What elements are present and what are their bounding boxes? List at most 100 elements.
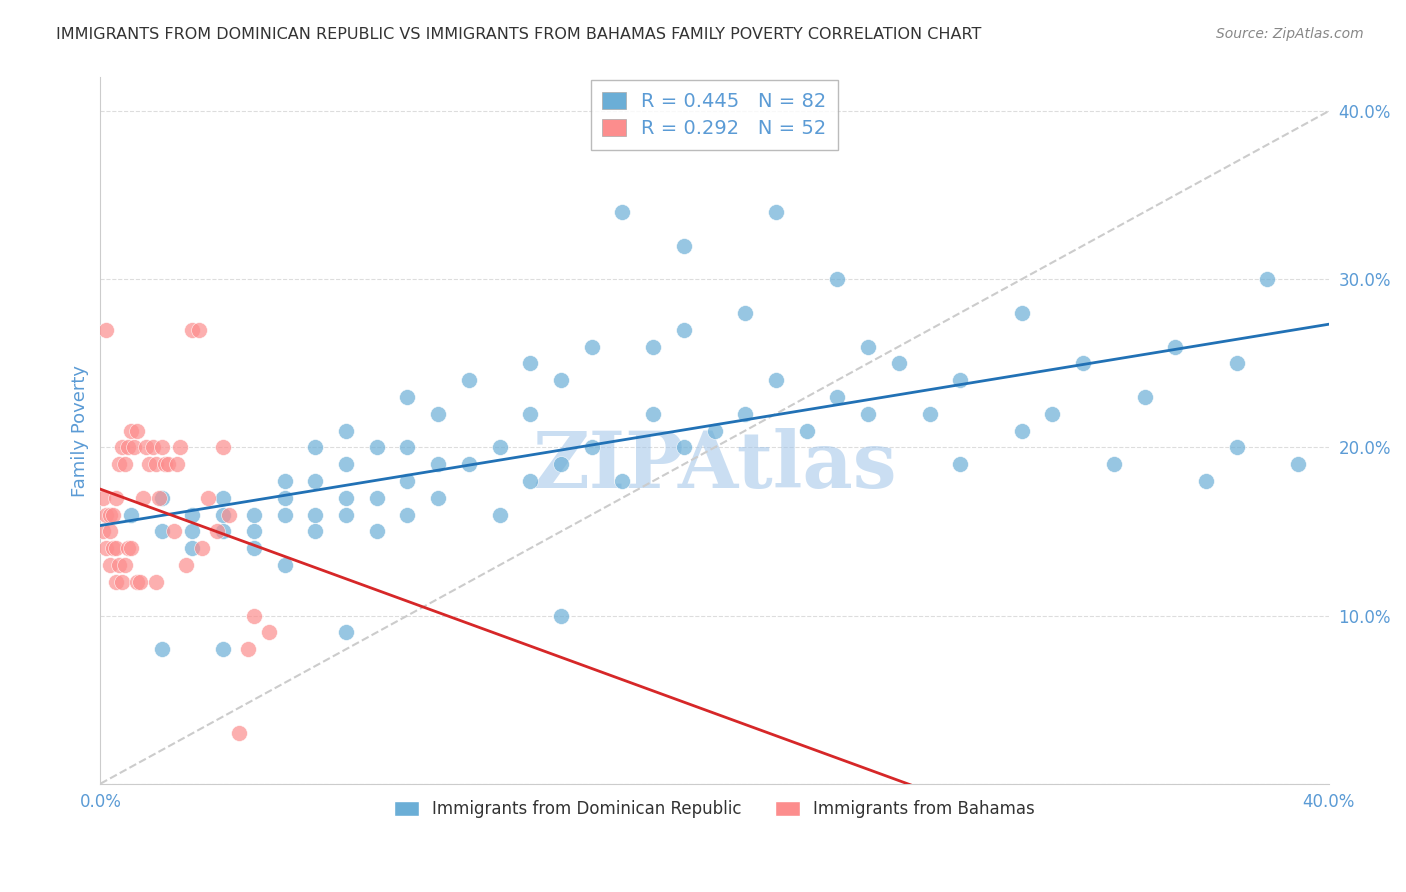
- Point: [236, 642, 259, 657]
- Point: [243, 524, 266, 539]
- Y-axis label: Family Poverty: Family Poverty: [72, 365, 89, 497]
- Point: [273, 558, 295, 573]
- Point: [153, 457, 176, 471]
- Point: [127, 424, 149, 438]
- Point: [259, 625, 281, 640]
- Point: [304, 441, 326, 455]
- Point: [887, 356, 910, 370]
- Point: [273, 491, 295, 505]
- Point: [1040, 407, 1063, 421]
- Point: [181, 323, 204, 337]
- Point: [212, 508, 235, 522]
- Point: [169, 441, 191, 455]
- Point: [427, 457, 450, 471]
- Point: [135, 441, 157, 455]
- Point: [122, 441, 145, 455]
- Point: [120, 541, 142, 556]
- Point: [228, 726, 250, 740]
- Point: [949, 457, 972, 471]
- Point: [96, 541, 118, 556]
- Point: [93, 491, 115, 505]
- Point: [104, 491, 127, 505]
- Point: [98, 558, 121, 573]
- Point: [120, 424, 142, 438]
- Point: [856, 407, 879, 421]
- Point: [304, 524, 326, 539]
- Point: [581, 339, 603, 353]
- Point: [187, 323, 209, 337]
- Text: ZIPAtlas: ZIPAtlas: [533, 428, 897, 504]
- Point: [145, 457, 167, 471]
- Point: [1164, 339, 1187, 353]
- Point: [1226, 356, 1249, 370]
- Point: [918, 407, 941, 421]
- Point: [114, 457, 136, 471]
- Point: [796, 424, 818, 438]
- Point: [1133, 390, 1156, 404]
- Point: [335, 424, 357, 438]
- Point: [366, 491, 388, 505]
- Point: [176, 558, 198, 573]
- Point: [93, 524, 115, 539]
- Point: [734, 306, 756, 320]
- Point: [96, 508, 118, 522]
- Point: [205, 524, 228, 539]
- Point: [150, 642, 173, 657]
- Point: [145, 574, 167, 589]
- Point: [181, 524, 204, 539]
- Point: [212, 642, 235, 657]
- Point: [212, 524, 235, 539]
- Point: [550, 373, 572, 387]
- Point: [949, 373, 972, 387]
- Point: [107, 558, 129, 573]
- Point: [612, 474, 634, 488]
- Text: IMMIGRANTS FROM DOMINICAN REPUBLIC VS IMMIGRANTS FROM BAHAMAS FAMILY POVERTY COR: IMMIGRANTS FROM DOMINICAN REPUBLIC VS IM…: [56, 27, 981, 42]
- Point: [581, 441, 603, 455]
- Point: [197, 491, 219, 505]
- Point: [457, 373, 479, 387]
- Point: [150, 491, 173, 505]
- Point: [827, 390, 849, 404]
- Point: [1195, 474, 1218, 488]
- Point: [335, 508, 357, 522]
- Point: [457, 457, 479, 471]
- Point: [190, 541, 212, 556]
- Point: [1071, 356, 1094, 370]
- Point: [218, 508, 240, 522]
- Point: [396, 508, 419, 522]
- Point: [396, 474, 419, 488]
- Point: [96, 323, 118, 337]
- Point: [427, 491, 450, 505]
- Point: [98, 508, 121, 522]
- Point: [243, 608, 266, 623]
- Point: [1011, 306, 1033, 320]
- Point: [550, 457, 572, 471]
- Point: [335, 457, 357, 471]
- Point: [304, 508, 326, 522]
- Point: [117, 541, 139, 556]
- Point: [304, 474, 326, 488]
- Point: [703, 424, 725, 438]
- Point: [107, 457, 129, 471]
- Point: [519, 474, 541, 488]
- Point: [243, 508, 266, 522]
- Point: [1011, 424, 1033, 438]
- Point: [488, 508, 510, 522]
- Point: [150, 524, 173, 539]
- Point: [366, 441, 388, 455]
- Point: [166, 457, 188, 471]
- Point: [111, 574, 134, 589]
- Point: [163, 524, 186, 539]
- Point: [120, 508, 142, 522]
- Point: [519, 356, 541, 370]
- Point: [550, 608, 572, 623]
- Point: [98, 524, 121, 539]
- Point: [142, 441, 165, 455]
- Point: [488, 441, 510, 455]
- Point: [181, 508, 204, 522]
- Point: [734, 407, 756, 421]
- Point: [138, 457, 160, 471]
- Point: [132, 491, 155, 505]
- Point: [129, 574, 152, 589]
- Point: [1226, 441, 1249, 455]
